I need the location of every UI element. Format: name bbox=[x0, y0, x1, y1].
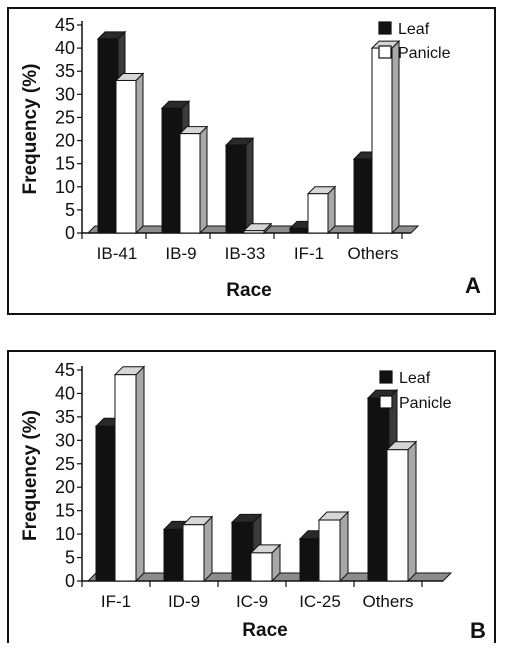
bar-panicle-side bbox=[199, 125, 208, 235]
bar-leaf bbox=[299, 538, 322, 582]
y-axis-title: Frequency (%) bbox=[20, 64, 41, 195]
legend-label-leaf: Leaf bbox=[399, 370, 431, 387]
x-tick-label: IC-9 bbox=[236, 592, 268, 611]
bar-panicle-side bbox=[135, 365, 145, 583]
bar-panicle bbox=[318, 519, 341, 582]
bar-leaf bbox=[225, 144, 247, 234]
x-tick-label: IC-25 bbox=[299, 592, 341, 611]
y-tick-label: 40 bbox=[55, 38, 75, 58]
bar-leaf bbox=[163, 528, 186, 582]
bar-panicle bbox=[371, 47, 393, 234]
legend-swatch-leaf bbox=[378, 21, 392, 35]
bar-panicle-side bbox=[135, 72, 144, 235]
y-tick-label: 35 bbox=[55, 61, 75, 81]
y-tick-label: 25 bbox=[55, 454, 75, 474]
y-tick-label: 15 bbox=[55, 501, 75, 521]
y-axis-title: Frequency (%) bbox=[20, 410, 41, 541]
y-tick-label: 20 bbox=[55, 477, 75, 497]
bar-leaf-side bbox=[245, 136, 254, 235]
y-tick-label: 0 bbox=[65, 223, 75, 243]
y-tick-label: 5 bbox=[65, 548, 75, 568]
x-axis-title: Race bbox=[226, 280, 271, 301]
y-tick-label: 30 bbox=[55, 84, 75, 104]
bar-panicle bbox=[182, 524, 205, 582]
x-tick-label: Others bbox=[362, 592, 413, 611]
bar-chart-b: 0 5 10 15 20 25 30 35 40 45 IF-1 ID-9 IC-9 IC-25 Other… bbox=[20, 360, 486, 643]
y-tick-label: 5 bbox=[65, 200, 75, 220]
y-tick-label: 10 bbox=[55, 524, 75, 544]
x-tick-label: IB-33 bbox=[225, 244, 266, 263]
bar-panicle bbox=[250, 552, 273, 582]
y-tick-label: 30 bbox=[55, 430, 75, 450]
bar-chart-a: 0 5 10 15 20 25 30 35 40 45 IB-41 IB-9 IB-33 IF-1 Othe… bbox=[20, 15, 481, 301]
y-tick-label: 45 bbox=[55, 360, 75, 380]
bar-panicle-side bbox=[407, 440, 417, 583]
legend-label-leaf: Leaf bbox=[398, 21, 430, 38]
bar-panicle bbox=[115, 79, 137, 234]
bar-leaf bbox=[97, 38, 119, 234]
y-tick-label: 35 bbox=[55, 407, 75, 427]
panel-label: B bbox=[470, 618, 486, 643]
y-tick-label: 45 bbox=[55, 15, 75, 35]
y-tick-label: 25 bbox=[55, 107, 75, 127]
legend-label-panicle: Panicle bbox=[399, 395, 452, 412]
bar-panicle bbox=[243, 230, 265, 234]
bar-panicle-side bbox=[327, 185, 336, 235]
y-tick-label: 10 bbox=[55, 177, 75, 197]
legend-swatch-panicle bbox=[379, 395, 393, 409]
legend-swatch-leaf bbox=[379, 370, 393, 384]
bar-leaf bbox=[231, 521, 254, 582]
bar-leaf bbox=[367, 397, 390, 582]
bar-panicle bbox=[386, 449, 409, 582]
bar-leaf bbox=[161, 107, 183, 234]
y-tick-label: 20 bbox=[55, 131, 75, 151]
x-tick-label: ID-9 bbox=[168, 592, 200, 611]
bar-panicle-side bbox=[391, 39, 400, 235]
y-tick-label: 15 bbox=[55, 154, 75, 174]
bar-panicle-side bbox=[203, 515, 213, 583]
y-tick-label: 40 bbox=[55, 383, 75, 403]
bar-leaf bbox=[353, 158, 375, 234]
x-tick-label: IF-1 bbox=[101, 592, 131, 611]
bar-panicle bbox=[307, 193, 329, 234]
legend-label-panicle: Panicle bbox=[398, 45, 451, 62]
x-axis-title: Race bbox=[242, 620, 287, 641]
bar-leaf bbox=[289, 227, 311, 234]
bar-panicle-side bbox=[339, 510, 349, 583]
bar-panicle bbox=[114, 374, 137, 582]
x-tick-label: Others bbox=[347, 244, 398, 263]
chart-panel-b: 0 5 10 15 20 25 30 35 40 45 IF-1 ID-9 IC-9 IC-25 Other… bbox=[7, 350, 496, 643]
bar-leaf bbox=[95, 425, 118, 582]
bar-panicle bbox=[179, 133, 201, 234]
x-tick-label: IB-41 bbox=[97, 244, 138, 263]
x-tick-label: IF-1 bbox=[294, 244, 324, 263]
panel-label: A bbox=[465, 273, 481, 298]
chart-panel-a: 0 5 10 15 20 25 30 35 40 45 IB-41 IB-9 IB-33 IF-1 Othe… bbox=[7, 7, 496, 315]
y-tick-label: 0 bbox=[65, 571, 75, 591]
x-tick-label: IB-9 bbox=[165, 244, 196, 263]
legend-swatch-panicle bbox=[378, 45, 392, 59]
